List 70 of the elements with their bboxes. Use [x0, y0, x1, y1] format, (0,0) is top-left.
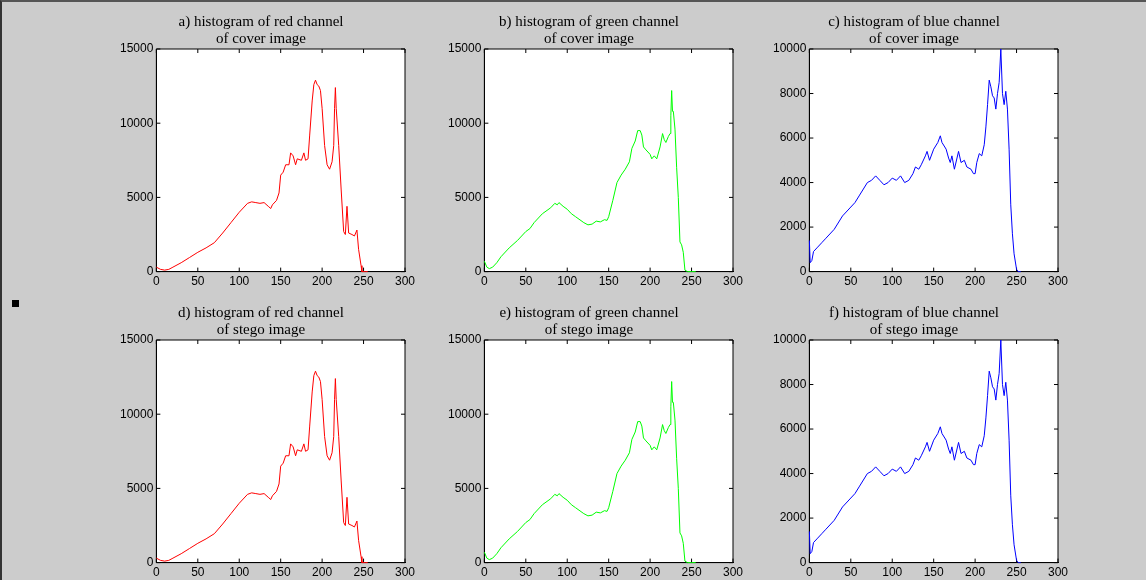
y-tick-label: 15000: [447, 332, 482, 347]
y-tick-label: 6000: [779, 130, 807, 145]
x-tick-label: 100: [557, 274, 578, 289]
x-tick-label: 250: [353, 274, 374, 289]
x-tick-label: 50: [844, 565, 858, 580]
y-tick-label: 8000: [779, 376, 807, 391]
y-tick-label: 10000: [447, 406, 482, 421]
x-tick-label: 200: [965, 274, 986, 289]
y-tick-label: 10000: [772, 41, 807, 56]
y-tick-label: 8000: [779, 85, 807, 100]
x-tick-label: 150: [270, 274, 292, 289]
y-tick-label: 15000: [119, 41, 154, 56]
x-tick-label: 300: [394, 274, 416, 289]
x-tick-label: 250: [1006, 565, 1027, 580]
chart-title: f) histogram of blue channel of stego image: [829, 304, 999, 337]
x-tick-label: 300: [1047, 274, 1069, 289]
x-tick-label: 50: [191, 565, 205, 580]
y-tick-label: 5000: [126, 480, 154, 495]
y-tick-label: 4000: [779, 174, 807, 189]
x-tick-label: 200: [640, 274, 661, 289]
y-tick-label: 0: [799, 554, 807, 569]
y-tick-label: 15000: [447, 41, 482, 56]
y-tick-label: 5000: [126, 189, 154, 204]
x-tick-label: 150: [923, 274, 945, 289]
x-tick-label: 100: [882, 274, 903, 289]
x-tick-label: 300: [394, 565, 416, 580]
chart-title: d) histogram of red channel of stego image: [178, 304, 344, 337]
x-tick-label: 200: [965, 565, 986, 580]
x-tick-label: 200: [312, 274, 333, 289]
y-tick-label: 5000: [454, 480, 482, 495]
y-tick-label: 2000: [779, 219, 807, 234]
y-tick-label: 2000: [779, 510, 807, 525]
x-tick-label: 150: [598, 565, 620, 580]
x-tick-label: 100: [557, 565, 578, 580]
y-tick-label: 10000: [119, 406, 154, 421]
y-tick-label: 10000: [772, 332, 807, 347]
x-tick-label: 250: [681, 274, 702, 289]
x-tick-label: 300: [722, 565, 744, 580]
y-tick-label: 0: [146, 263, 154, 278]
x-tick-label: 50: [519, 565, 533, 580]
x-tick-label: 250: [353, 565, 374, 580]
y-tick-label: 0: [474, 554, 482, 569]
y-tick-label: 15000: [119, 332, 154, 347]
y-tick-label: 4000: [779, 465, 807, 480]
y-tick-label: 10000: [119, 115, 154, 130]
y-tick-label: 0: [799, 263, 807, 278]
chart-title: a) histogram of red channel of cover image: [178, 13, 344, 46]
x-tick-label: 50: [191, 274, 205, 289]
x-tick-label: 250: [1006, 274, 1027, 289]
x-tick-label: 200: [312, 565, 333, 580]
x-tick-label: 300: [1047, 565, 1069, 580]
chart-title: e) histogram of green channel of stego image: [499, 304, 679, 337]
x-tick-label: 150: [598, 274, 620, 289]
chart-title: b) histogram of green channel of cover image: [499, 13, 679, 46]
x-tick-label: 300: [722, 274, 744, 289]
x-tick-label: 100: [882, 565, 903, 580]
y-tick-label: 0: [146, 554, 154, 569]
y-tick-label: 0: [474, 263, 482, 278]
chart-title: c) histogram of blue channel of cover image: [828, 13, 1000, 46]
x-tick-label: 50: [844, 274, 858, 289]
x-tick-label: 150: [923, 565, 945, 580]
x-tick-label: 100: [229, 274, 250, 289]
x-tick-label: 150: [270, 565, 292, 580]
y-tick-label: 5000: [454, 189, 482, 204]
y-tick-label: 10000: [447, 115, 482, 130]
x-tick-label: 250: [681, 565, 702, 580]
x-tick-label: 50: [519, 274, 533, 289]
y-tick-label: 6000: [779, 421, 807, 436]
x-tick-label: 200: [640, 565, 661, 580]
x-tick-label: 100: [229, 565, 250, 580]
